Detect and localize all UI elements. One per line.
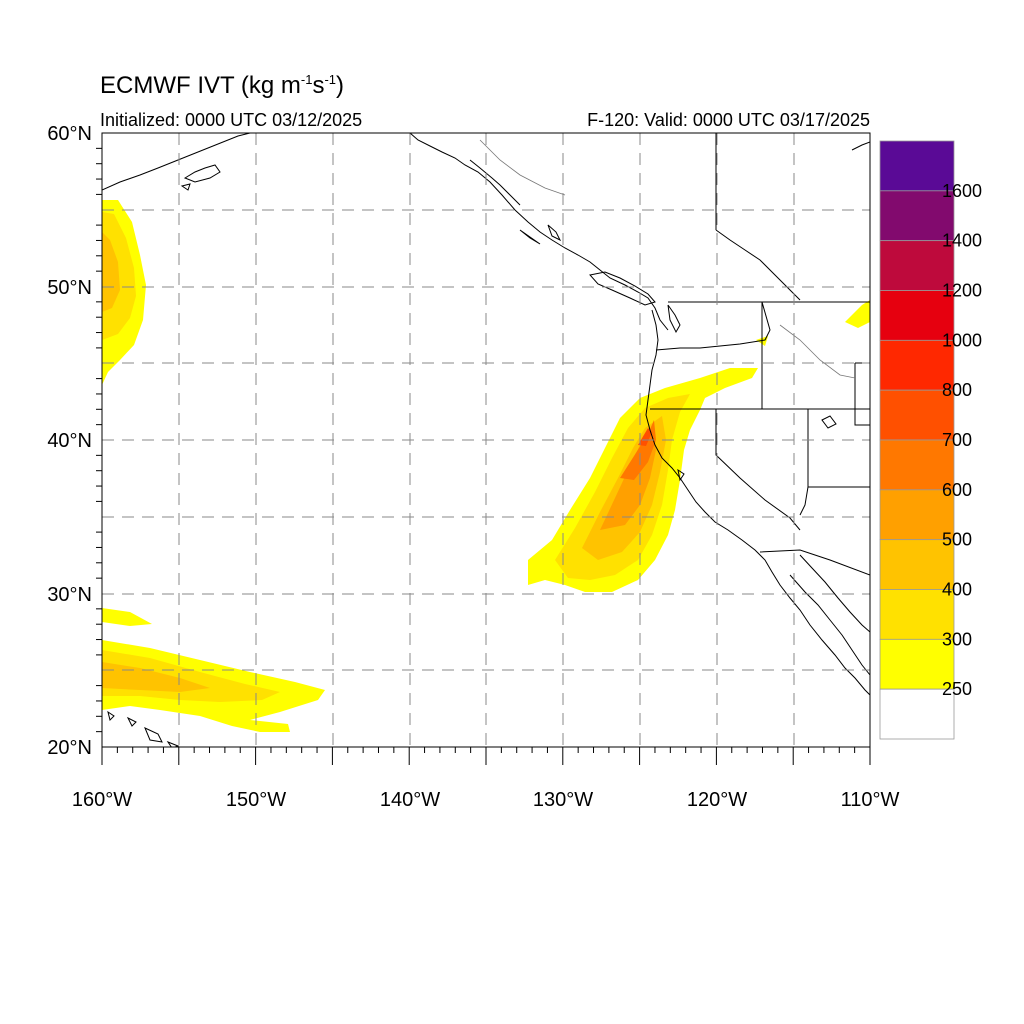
lon-label: 160°W (72, 789, 132, 811)
colorbar-label: 800 (942, 380, 972, 400)
axis-ticks (96, 147, 871, 765)
ar-west-pacific-north (102, 200, 146, 385)
colorbar-label: 1000 (942, 330, 982, 350)
political-boundaries (650, 133, 870, 576)
colorbar-label: 300 (942, 629, 972, 649)
lat-label: 50°N (47, 277, 92, 299)
lon-label: 140°W (380, 789, 440, 811)
lon-label: 150°W (226, 789, 286, 811)
lat-label: 20°N (47, 737, 92, 759)
colorbar-swatch (879, 190, 955, 242)
colorbar-label: 600 (942, 480, 972, 500)
colorbar-swatch (879, 589, 955, 640)
colorbar-label: 250 (942, 679, 972, 699)
colorbar-swatch (879, 339, 955, 391)
map-grid (102, 133, 870, 747)
lon-label: 110°W (841, 789, 900, 811)
chart-title: ECMWF IVT (kg m-1s-1) (100, 72, 345, 99)
colorbar-label: 1200 (942, 281, 982, 301)
initialized-time: Initialized: 0000 UTC 03/12/2025 (100, 110, 363, 130)
lat-labels: 60°N 50°N 40°N 30°N 20°N (47, 123, 92, 759)
lon-labels: 160°W 150°W 140°W 130°W 120°W 110°W (72, 789, 900, 811)
lon-label: 130°W (533, 789, 593, 811)
colorbar-label: 1400 (942, 231, 982, 251)
colorbar-swatch (879, 290, 955, 341)
lat-label: 30°N (47, 584, 92, 606)
colorbar-label: 1600 (942, 181, 982, 201)
colorbar-label: 500 (942, 530, 972, 550)
colorbar-swatch (879, 688, 955, 740)
colorbar-swatch (879, 638, 955, 690)
lat-label: 40°N (47, 430, 92, 452)
colorbar-label: 700 (942, 430, 972, 450)
lat-label: 60°N (47, 123, 92, 145)
colorbar-label: 400 (942, 580, 972, 600)
ivt-field (102, 200, 870, 732)
secondary-boundaries (479, 139, 856, 379)
ar-california-plume (528, 368, 758, 592)
colorbar-swatch (879, 439, 955, 491)
colorbar: 1600 1400 1200 1000 800 700 600 500 400 300 250 (879, 140, 982, 740)
colorbar-swatch (879, 539, 955, 590)
colorbar-swatch (879, 389, 955, 441)
colorbar-swatch (879, 140, 955, 192)
ar-inland-northwest (756, 300, 870, 346)
valid-time: F-120: Valid: 0000 UTC 03/17/2025 (587, 110, 870, 130)
lon-label: 120°W (687, 789, 747, 811)
